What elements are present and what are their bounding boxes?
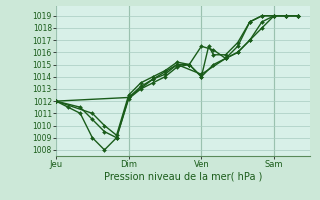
X-axis label: Pression niveau de la mer( hPa ): Pression niveau de la mer( hPa ) (104, 172, 262, 182)
